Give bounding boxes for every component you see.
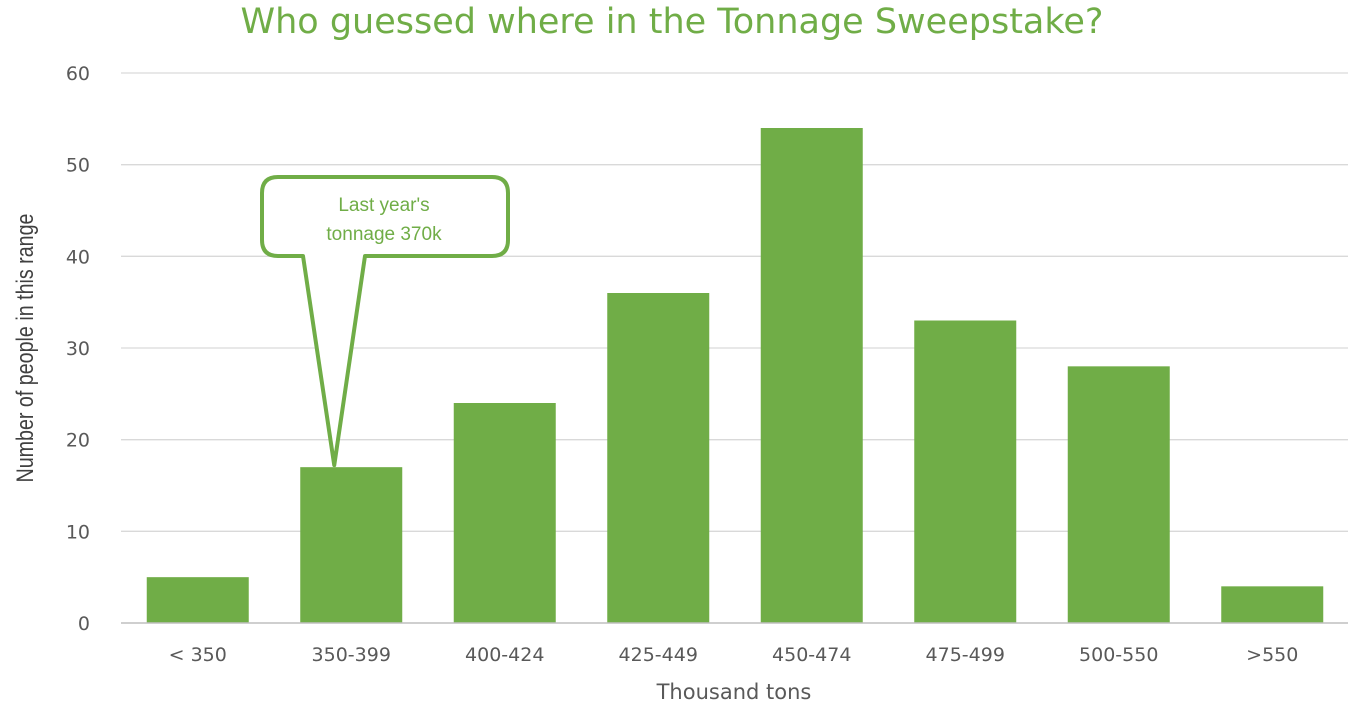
y-tick-label: 60 — [66, 63, 90, 85]
y-tick-labels: 0 10 20 30 40 50 60 — [66, 63, 90, 635]
bar — [1221, 586, 1324, 623]
bar — [607, 293, 710, 623]
callout-text-line-1: Last year's — [338, 195, 429, 216]
x-tick-label: 475-499 — [926, 644, 1005, 666]
x-tick-labels: < 350 350-399 400-424 425-449 450-474 475-499… — [169, 644, 1299, 666]
callout-text-line-2: tonnage 370k — [326, 224, 442, 245]
chart-title: Who guessed where in the Tonnage Sweepst… — [240, 2, 1103, 42]
bar — [914, 320, 1017, 623]
y-axis-title: Number of people in this range — [11, 213, 38, 482]
x-tick-label: 400-424 — [465, 644, 544, 666]
y-tick-label: 20 — [66, 430, 90, 452]
x-axis-title: Thousand tons — [656, 680, 812, 704]
x-tick-label: 500-550 — [1079, 644, 1158, 666]
callout-bubble — [260, 175, 510, 468]
x-tick-label: 350-399 — [312, 644, 391, 666]
y-tick-label: 40 — [66, 246, 90, 268]
x-tick-label: < 350 — [169, 644, 227, 666]
bar — [760, 128, 863, 623]
y-tick-label: 10 — [66, 521, 90, 543]
bar — [1067, 366, 1170, 623]
annotation-callout: Last year's tonnage 370k — [260, 175, 510, 468]
x-tick-label: >550 — [1246, 644, 1298, 666]
bar — [146, 577, 249, 623]
bar — [300, 467, 403, 623]
y-tick-label: 30 — [66, 338, 90, 360]
bar — [453, 403, 556, 623]
y-tick-label: 50 — [66, 155, 90, 177]
x-tick-label: 450-474 — [772, 644, 851, 666]
y-tick-label: 0 — [78, 613, 90, 635]
bars — [146, 128, 1324, 623]
x-tick-label: 425-449 — [619, 644, 698, 666]
